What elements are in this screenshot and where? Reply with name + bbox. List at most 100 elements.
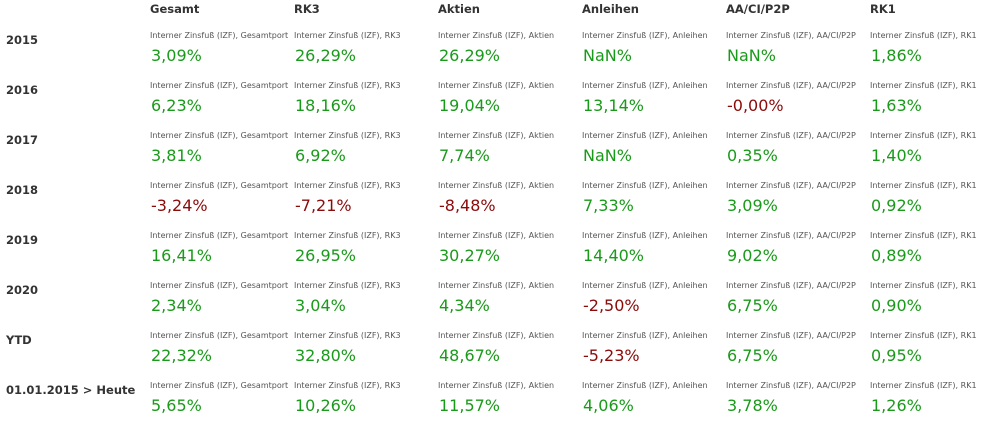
- cell-caption: Interner Zinsfuß (IZF), Aktien: [438, 331, 555, 340]
- cell-rk3: Interner Zinsfuß (IZF), RK3 -7,21%: [294, 175, 434, 225]
- cell-value: 0,92%: [871, 196, 922, 215]
- cell-aacip2p: Interner Zinsfuß (IZF), AA/CI/P2P 6,75%: [726, 325, 866, 375]
- cell-value: 26,95%: [295, 246, 357, 265]
- cell-caption: Interner Zinsfuß (IZF), AA/CI/P2P: [726, 31, 856, 40]
- cell-caption: Interner Zinsfuß (IZF), RK1: [870, 281, 977, 290]
- cell-value: 11,57%: [439, 396, 501, 415]
- cell-value: 4,34%: [439, 296, 490, 315]
- cell-anleihen: Interner Zinsfuß (IZF), Anleihen -2,50%: [582, 275, 722, 325]
- cell-rk1: Interner Zinsfuß (IZF), RK1 0,89%: [870, 225, 1000, 275]
- row-label: 2019: [6, 233, 39, 247]
- cell-value: 0,95%: [871, 346, 922, 365]
- cell-value: 19,04%: [439, 96, 501, 115]
- cell-value: 32,80%: [295, 346, 357, 365]
- cell-value: 14,40%: [583, 246, 645, 265]
- table-header: Gesamt RK3 Aktien Anleihen AA/CI/P2P RK1: [0, 0, 1000, 20]
- cell-value: -3,24%: [151, 196, 208, 215]
- cell-value: 6,23%: [151, 96, 202, 115]
- cell-value: 0,89%: [871, 246, 922, 265]
- table-row: 2017 Interner Zinsfuß (IZF), Gesamtport 3,…: [0, 125, 1000, 175]
- cell-caption: Interner Zinsfuß (IZF), RK1: [870, 31, 977, 40]
- table-row: 2018 Interner Zinsfuß (IZF), Gesamtport -3…: [0, 175, 1000, 225]
- row-label: 2018: [6, 183, 39, 197]
- cell-rk1: Interner Zinsfuß (IZF), RK1 1,86%: [870, 25, 1000, 75]
- cell-aacip2p: Interner Zinsfuß (IZF), AA/CI/P2P 6,75%: [726, 275, 866, 325]
- cell-aacip2p: Interner Zinsfuß (IZF), AA/CI/P2P -0,00%: [726, 75, 866, 125]
- cell-rk3: Interner Zinsfuß (IZF), RK3 10,26%: [294, 375, 434, 425]
- cell-value: 4,06%: [583, 396, 634, 415]
- cell-caption: Interner Zinsfuß (IZF), AA/CI/P2P: [726, 381, 856, 390]
- cell-gesamt: Interner Zinsfuß (IZF), Gesamtport 16,41%: [150, 225, 290, 275]
- cell-rk3: Interner Zinsfuß (IZF), RK3 26,29%: [294, 25, 434, 75]
- cell-anleihen: Interner Zinsfuß (IZF), Anleihen 14,40%: [582, 225, 722, 275]
- cell-aacip2p: Interner Zinsfuß (IZF), AA/CI/P2P NaN%: [726, 25, 866, 75]
- cell-caption: Interner Zinsfuß (IZF), RK3: [294, 31, 401, 40]
- cell-rk1: Interner Zinsfuß (IZF), RK1 0,95%: [870, 325, 1000, 375]
- cell-value: NaN%: [727, 46, 776, 65]
- cell-gesamt: Interner Zinsfuß (IZF), Gesamtport 22,32%: [150, 325, 290, 375]
- cell-gesamt: Interner Zinsfuß (IZF), Gesamtport 3,81%: [150, 125, 290, 175]
- column-header-rk3: RK3: [294, 2, 320, 16]
- cell-anleihen: Interner Zinsfuß (IZF), Anleihen 7,33%: [582, 175, 722, 225]
- cell-value: 1,86%: [871, 46, 922, 65]
- cell-caption: Interner Zinsfuß (IZF), Anleihen: [582, 81, 708, 90]
- cell-value: 2,34%: [151, 296, 202, 315]
- cell-rk1: Interner Zinsfuß (IZF), RK1 0,90%: [870, 275, 1000, 325]
- cell-value: 9,02%: [727, 246, 778, 265]
- cell-caption: Interner Zinsfuß (IZF), Aktien: [438, 381, 555, 390]
- cell-aacip2p: Interner Zinsfuß (IZF), AA/CI/P2P 0,35%: [726, 125, 866, 175]
- cell-caption: Interner Zinsfuß (IZF), RK3: [294, 381, 401, 390]
- cell-value: 3,09%: [151, 46, 202, 65]
- cell-gesamt: Interner Zinsfuß (IZF), Gesamtport 6,23%: [150, 75, 290, 125]
- cell-value: 6,75%: [727, 296, 778, 315]
- cell-anleihen: Interner Zinsfuß (IZF), Anleihen -5,23%: [582, 325, 722, 375]
- cell-value: 26,29%: [439, 46, 501, 65]
- cell-value: 48,67%: [439, 346, 501, 365]
- cell-caption: Interner Zinsfuß (IZF), Aktien: [438, 231, 555, 240]
- cell-caption: Interner Zinsfuß (IZF), RK3: [294, 131, 401, 140]
- cell-caption: Interner Zinsfuß (IZF), AA/CI/P2P: [726, 131, 856, 140]
- cell-caption: Interner Zinsfuß (IZF), Aktien: [438, 81, 555, 90]
- cell-value: NaN%: [583, 46, 632, 65]
- cell-aktien: Interner Zinsfuß (IZF), Aktien 30,27%: [438, 225, 578, 275]
- cell-value: 13,14%: [583, 96, 645, 115]
- cell-caption: Interner Zinsfuß (IZF), Gesamtport: [150, 31, 288, 40]
- cell-aktien: Interner Zinsfuß (IZF), Aktien 11,57%: [438, 375, 578, 425]
- cell-caption: Interner Zinsfuß (IZF), RK1: [870, 231, 977, 240]
- table-row: 2015 Interner Zinsfuß (IZF), Gesamtport 3,…: [0, 25, 1000, 75]
- cell-value: 1,63%: [871, 96, 922, 115]
- cell-value: 16,41%: [151, 246, 213, 265]
- cell-value: 7,33%: [583, 196, 634, 215]
- cell-caption: Interner Zinsfuß (IZF), Anleihen: [582, 281, 708, 290]
- cell-caption: Interner Zinsfuß (IZF), AA/CI/P2P: [726, 231, 856, 240]
- cell-value: 22,32%: [151, 346, 213, 365]
- row-label: YTD: [6, 333, 32, 347]
- cell-anleihen: Interner Zinsfuß (IZF), Anleihen 13,14%: [582, 75, 722, 125]
- cell-rk3: Interner Zinsfuß (IZF), RK3 6,92%: [294, 125, 434, 175]
- cell-caption: Interner Zinsfuß (IZF), Gesamtport: [150, 181, 288, 190]
- cell-value: -8,48%: [439, 196, 496, 215]
- column-header-anleihen: Anleihen: [582, 2, 639, 16]
- cell-aktien: Interner Zinsfuß (IZF), Aktien 19,04%: [438, 75, 578, 125]
- cell-value: 6,75%: [727, 346, 778, 365]
- cell-gesamt: Interner Zinsfuß (IZF), Gesamtport 5,65%: [150, 375, 290, 425]
- cell-aktien: Interner Zinsfuß (IZF), Aktien -8,48%: [438, 175, 578, 225]
- cell-value: 3,04%: [295, 296, 346, 315]
- cell-gesamt: Interner Zinsfuß (IZF), Gesamtport -3,24%: [150, 175, 290, 225]
- cell-caption: Interner Zinsfuß (IZF), RK3: [294, 231, 401, 240]
- cell-caption: Interner Zinsfuß (IZF), RK1: [870, 181, 977, 190]
- cell-caption: Interner Zinsfuß (IZF), RK3: [294, 81, 401, 90]
- cell-rk1: Interner Zinsfuß (IZF), RK1 1,40%: [870, 125, 1000, 175]
- cell-caption: Interner Zinsfuß (IZF), AA/CI/P2P: [726, 81, 856, 90]
- cell-rk1: Interner Zinsfuß (IZF), RK1 0,92%: [870, 175, 1000, 225]
- cell-anleihen: Interner Zinsfuß (IZF), Anleihen NaN%: [582, 125, 722, 175]
- column-header-aacip2p: AA/CI/P2P: [726, 2, 790, 16]
- cell-caption: Interner Zinsfuß (IZF), RK1: [870, 81, 977, 90]
- cell-value: 6,92%: [295, 146, 346, 165]
- column-header-aktien: Aktien: [438, 2, 480, 16]
- cell-value: 18,16%: [295, 96, 357, 115]
- table-row: YTD Interner Zinsfuß (IZF), Gesamtport 22,…: [0, 325, 1000, 375]
- cell-aktien: Interner Zinsfuß (IZF), Aktien 26,29%: [438, 25, 578, 75]
- cell-anleihen: Interner Zinsfuß (IZF), Anleihen NaN%: [582, 25, 722, 75]
